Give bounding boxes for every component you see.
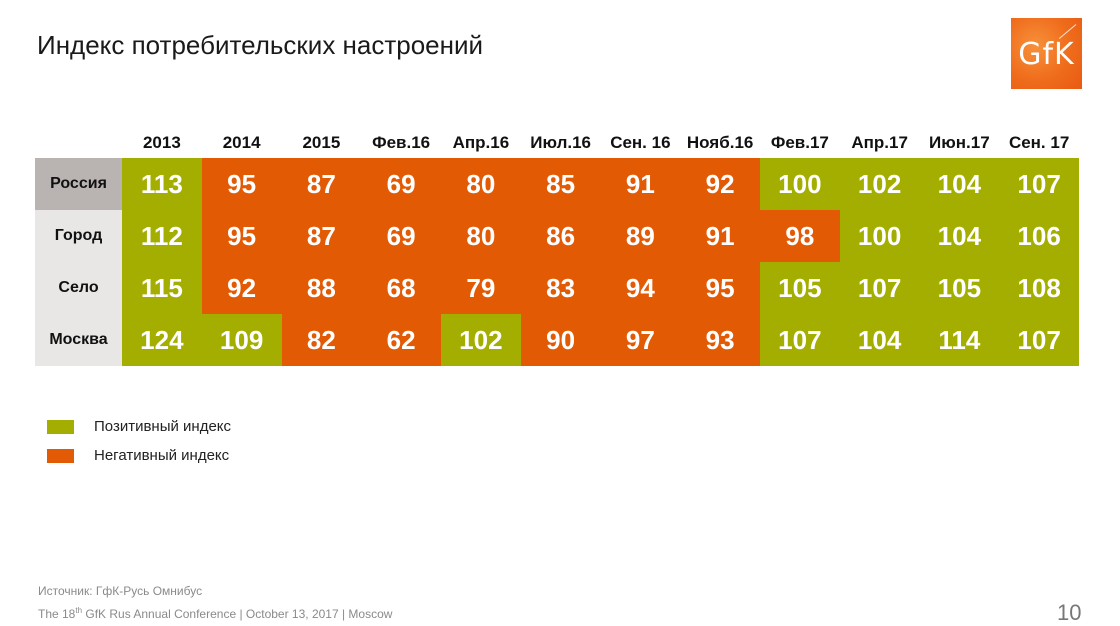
positive-cell: 109 (201, 314, 282, 366)
positive-cell: 104 (919, 210, 1000, 262)
legend: Позитивный индекс Негативный индекс (47, 412, 231, 470)
table-row: Россия 113 95 87 69 80 85 91 92 100 102 104 107 (35, 158, 1079, 210)
column-header: Сен. 16 (610, 133, 671, 152)
negative-cell: 80 (441, 210, 521, 262)
column-header: Фев.16 (372, 133, 431, 152)
negative-cell: 62 (361, 314, 441, 366)
negative-cell: 69 (361, 210, 441, 262)
table-header-row: 2013 2014 2015 Фев.16 Апр.16 Июл.16 Сен. 16 Ноя… (35, 128, 1079, 158)
negative-cell: 91 (680, 210, 760, 262)
negative-cell: 68 (361, 262, 441, 314)
positive-cell: 107 (839, 262, 920, 314)
page-number: 10 (1057, 600, 1082, 625)
row-label: Село (35, 262, 122, 314)
conference-footer: The 18th GfK Rus Annual Conference | Oct… (38, 606, 392, 621)
table-row: Село 115 92 88 68 79 83 94 95 105 107 105 108 (35, 262, 1079, 314)
legend-label: Позитивный индекс (94, 418, 232, 435)
table-body: Россия 113 95 87 69 80 85 91 92 100 102 104 107 Город… (35, 158, 1079, 366)
positive-cell: 113 (122, 158, 202, 210)
column-header: Нояб.16 (686, 133, 754, 152)
positive-cell: 105 (919, 262, 1000, 314)
legend-swatch (47, 448, 74, 463)
index-table: 2013 2014 2015 Фев.16 Апр.16 Июл.16 Сен. 16 Ноя… (35, 128, 1079, 366)
negative-cell: 94 (600, 262, 681, 314)
row-label: Город (35, 210, 122, 262)
negative-cell: 90 (520, 314, 601, 366)
negative-cell: 87 (281, 210, 362, 262)
positive-cell: 102 (839, 158, 920, 210)
negative-cell: 83 (520, 262, 601, 314)
column-header: 2015 (302, 133, 341, 152)
row-label: Россия (35, 158, 122, 210)
positive-cell: 107 (999, 158, 1079, 210)
negative-cell: 92 (680, 158, 760, 210)
legend-label: Негативный индекс (94, 447, 230, 464)
positive-cell: 100 (760, 158, 840, 210)
negative-cell: 97 (600, 314, 681, 366)
column-header: Сен. 17 (1008, 133, 1070, 152)
positive-cell: 115 (122, 262, 202, 314)
negative-cell: 95 (680, 262, 760, 314)
legend-item: Негативный индекс (47, 441, 231, 470)
legend-swatch (47, 419, 74, 434)
positive-cell: 100 (839, 210, 920, 262)
row-label: Москва (35, 314, 122, 366)
positive-cell: 108 (999, 262, 1079, 314)
page-title: Индекс потребительских настроений (37, 30, 484, 60)
column-header: Апр.16 (452, 133, 510, 152)
positive-cell: 107 (760, 314, 840, 366)
positive-cell: 114 (919, 314, 1000, 366)
column-header: Фев.17 (770, 133, 829, 152)
positive-cell: 107 (999, 314, 1079, 366)
positive-cell: 105 (760, 262, 840, 314)
negative-cell: 80 (441, 158, 521, 210)
negative-cell: 95 (201, 210, 282, 262)
negative-cell: 86 (520, 210, 601, 262)
negative-cell: 98 (760, 210, 840, 262)
column-header: Апр.17 (851, 133, 908, 152)
logo-text: GfK (1018, 37, 1075, 72)
conf-text-post: GfK Rus Annual Conference | October 13, … (82, 607, 393, 621)
positive-cell: 106 (999, 210, 1079, 262)
negative-cell: 79 (441, 262, 521, 314)
positive-cell: 124 (122, 314, 202, 366)
negative-cell: 91 (600, 158, 681, 210)
column-header: Июл.16 (530, 133, 591, 152)
negative-cell: 82 (281, 314, 362, 366)
table-row: Город 112 95 87 69 80 86 89 91 98 100 104 106 (35, 210, 1079, 262)
column-header: 2013 (142, 133, 181, 152)
column-header: Июн.17 (929, 133, 990, 152)
positive-cell: 102 (441, 314, 521, 366)
positive-cell: 104 (839, 314, 920, 366)
table-row: Москва 124 109 82 62 102 90 97 93 107 104 114 107 (35, 314, 1079, 366)
legend-item: Позитивный индекс (47, 412, 231, 441)
positive-cell: 112 (122, 210, 202, 262)
conf-text-sup: th (75, 606, 83, 615)
negative-cell: 85 (520, 158, 601, 210)
negative-cell: 88 (281, 262, 362, 314)
conf-text-pre: The 18 (38, 607, 76, 621)
negative-cell: 92 (201, 262, 282, 314)
column-header: 2014 (222, 133, 261, 152)
positive-cell: 104 (919, 158, 1000, 210)
source-note: Источник: ГфК-Русь Омнибус (38, 584, 203, 598)
negative-cell: 87 (281, 158, 362, 210)
negative-cell: 89 (600, 210, 681, 262)
negative-cell: 95 (201, 158, 282, 210)
gfk-logo: GfK (1011, 18, 1082, 89)
negative-cell: 69 (361, 158, 441, 210)
negative-cell: 93 (680, 314, 760, 366)
